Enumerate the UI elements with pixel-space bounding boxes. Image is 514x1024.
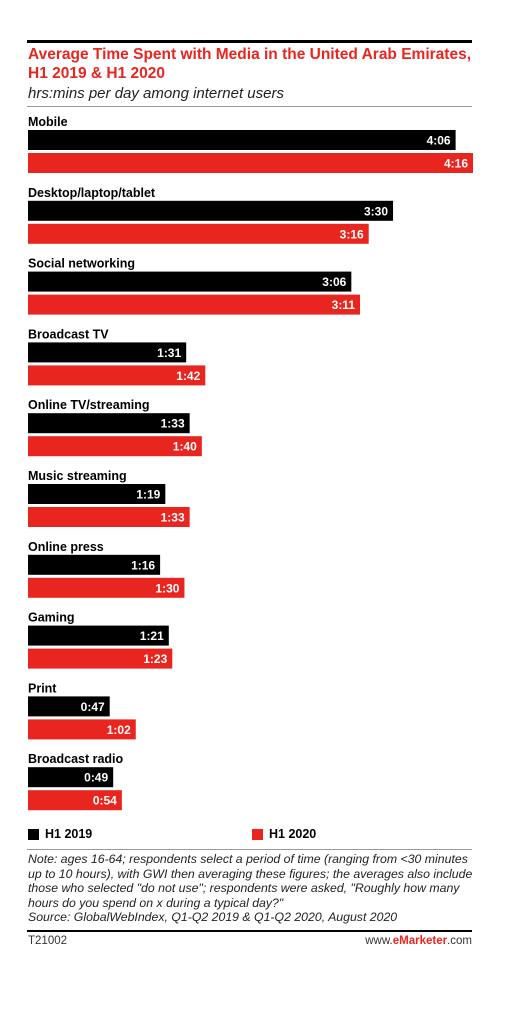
legend-label-h1-2019: H1 2019: [45, 827, 93, 841]
site-brand: eMarketer: [392, 935, 448, 947]
data-label-print-h1-2019: 0:47: [81, 700, 105, 714]
site-suffix: .com: [447, 935, 472, 947]
legend-swatch-h1-2020: [252, 828, 263, 840]
category-label-print: Print: [28, 681, 57, 695]
data-label-gaming-h1-2020: 1:23: [143, 652, 167, 666]
data-label-broadcast-radio-h1-2020: 0:54: [93, 794, 117, 808]
category-label-social-networking: Social networking: [28, 257, 135, 271]
site-prefix: www.: [365, 935, 393, 947]
category-label-broadcast-tv: Broadcast TV: [28, 327, 109, 341]
bar-broadcast-radio-h1-2020: [28, 790, 122, 811]
data-label-desktop-laptop-tablet-h1-2019: 3:30: [364, 204, 388, 218]
bar-desktop-laptop-tablet-h1-2020: [28, 223, 369, 244]
legend-item-h1-2020: H1 2020: [252, 827, 316, 841]
data-label-broadcast-tv-h1-2020: 1:42: [176, 369, 200, 383]
bar-gaming-h1-2020: [28, 648, 173, 669]
data-label-online-press-h1-2019: 1:16: [131, 558, 155, 572]
bar-desktop-laptop-tablet-h1-2019: [28, 200, 394, 221]
chart-id: T21002: [28, 935, 68, 947]
data-label-gaming-h1-2019: 1:21: [140, 629, 164, 643]
bar-print-h1-2020: [28, 719, 136, 740]
data-label-print-h1-2020: 1:02: [107, 723, 131, 737]
legend-rule: [27, 849, 472, 850]
category-label-gaming: Gaming: [28, 611, 75, 625]
data-label-broadcast-radio-h1-2019: 0:49: [84, 771, 108, 785]
bar-mobile-h1-2020: [28, 153, 473, 173]
category-label-mobile: Mobile: [28, 115, 68, 129]
data-label-online-press-h1-2020: 1:30: [155, 581, 179, 595]
legend-item-h1-2019: H1 2019: [28, 827, 92, 841]
data-label-online-tv-streaming-h1-2019: 1:33: [161, 417, 185, 431]
source-text: Source: GlobalWebIndex, Q1-Q2 2019 & Q1-…: [28, 910, 398, 924]
category-label-desktop-laptop-tablet: Desktop/laptop/tablet: [28, 186, 156, 200]
bar-broadcast-tv-h1-2019: [28, 342, 187, 363]
bar-broadcast-radio-h1-2019: [28, 767, 114, 788]
footer-rule: [27, 930, 472, 932]
category-label-online-press: Online press: [28, 540, 104, 554]
data-label-broadcast-tv-h1-2019: 1:31: [157, 346, 181, 360]
data-label-desktop-laptop-tablet-h1-2020: 3:16: [340, 227, 364, 241]
top-rule: [27, 40, 472, 43]
category-label-broadcast-radio: Broadcast radio: [28, 752, 124, 766]
bar-online-press-h1-2020: [28, 577, 185, 598]
subtitle-rule: [27, 106, 472, 107]
chart-subtitle: hrs:mins per day among internet users: [28, 85, 284, 102]
data-label-music-streaming-h1-2020: 1:33: [161, 511, 185, 525]
category-label-music-streaming: Music streaming: [28, 469, 127, 483]
note-text: Note: ages 16-64; respondents select a p…: [28, 852, 473, 910]
bar-social-networking-h1-2020: [28, 294, 361, 315]
bar-online-press-h1-2019: [28, 554, 161, 575]
bar-chart: Mobile4:064:16Desktop/laptop/tablet3:303…: [28, 115, 473, 811]
chart-note: Note: ages 16-64; respondents select a p…: [28, 852, 474, 925]
site-credit: www.eMarketer.com: [365, 935, 472, 947]
bar-online-tv-streaming-h1-2019: [28, 413, 190, 434]
bar-mobile-h1-2019: [28, 130, 456, 150]
data-label-social-networking-h1-2019: 3:06: [322, 275, 346, 289]
data-label-mobile-h1-2019: 4:06: [427, 134, 451, 148]
bar-social-networking-h1-2019: [28, 271, 352, 292]
bar-music-streaming-h1-2020: [28, 507, 190, 527]
bar-gaming-h1-2019: [28, 625, 169, 646]
data-label-online-tv-streaming-h1-2020: 1:40: [173, 440, 197, 454]
bar-broadcast-tv-h1-2020: [28, 365, 206, 386]
bar-online-tv-streaming-h1-2020: [28, 436, 202, 457]
data-label-music-streaming-h1-2019: 1:19: [136, 488, 160, 502]
data-label-social-networking-h1-2020: 3:11: [332, 298, 356, 312]
chart-title: Average Time Spent with Media in the Uni…: [28, 46, 471, 82]
legend-label-h1-2020: H1 2020: [269, 827, 317, 841]
bar-music-streaming-h1-2019: [28, 484, 166, 504]
legend-swatch-h1-2019: [28, 828, 39, 840]
bar-print-h1-2019: [28, 696, 110, 717]
category-label-online-tv-streaming: Online TV/streaming: [28, 398, 150, 412]
data-label-mobile-h1-2020: 4:16: [444, 157, 468, 171]
